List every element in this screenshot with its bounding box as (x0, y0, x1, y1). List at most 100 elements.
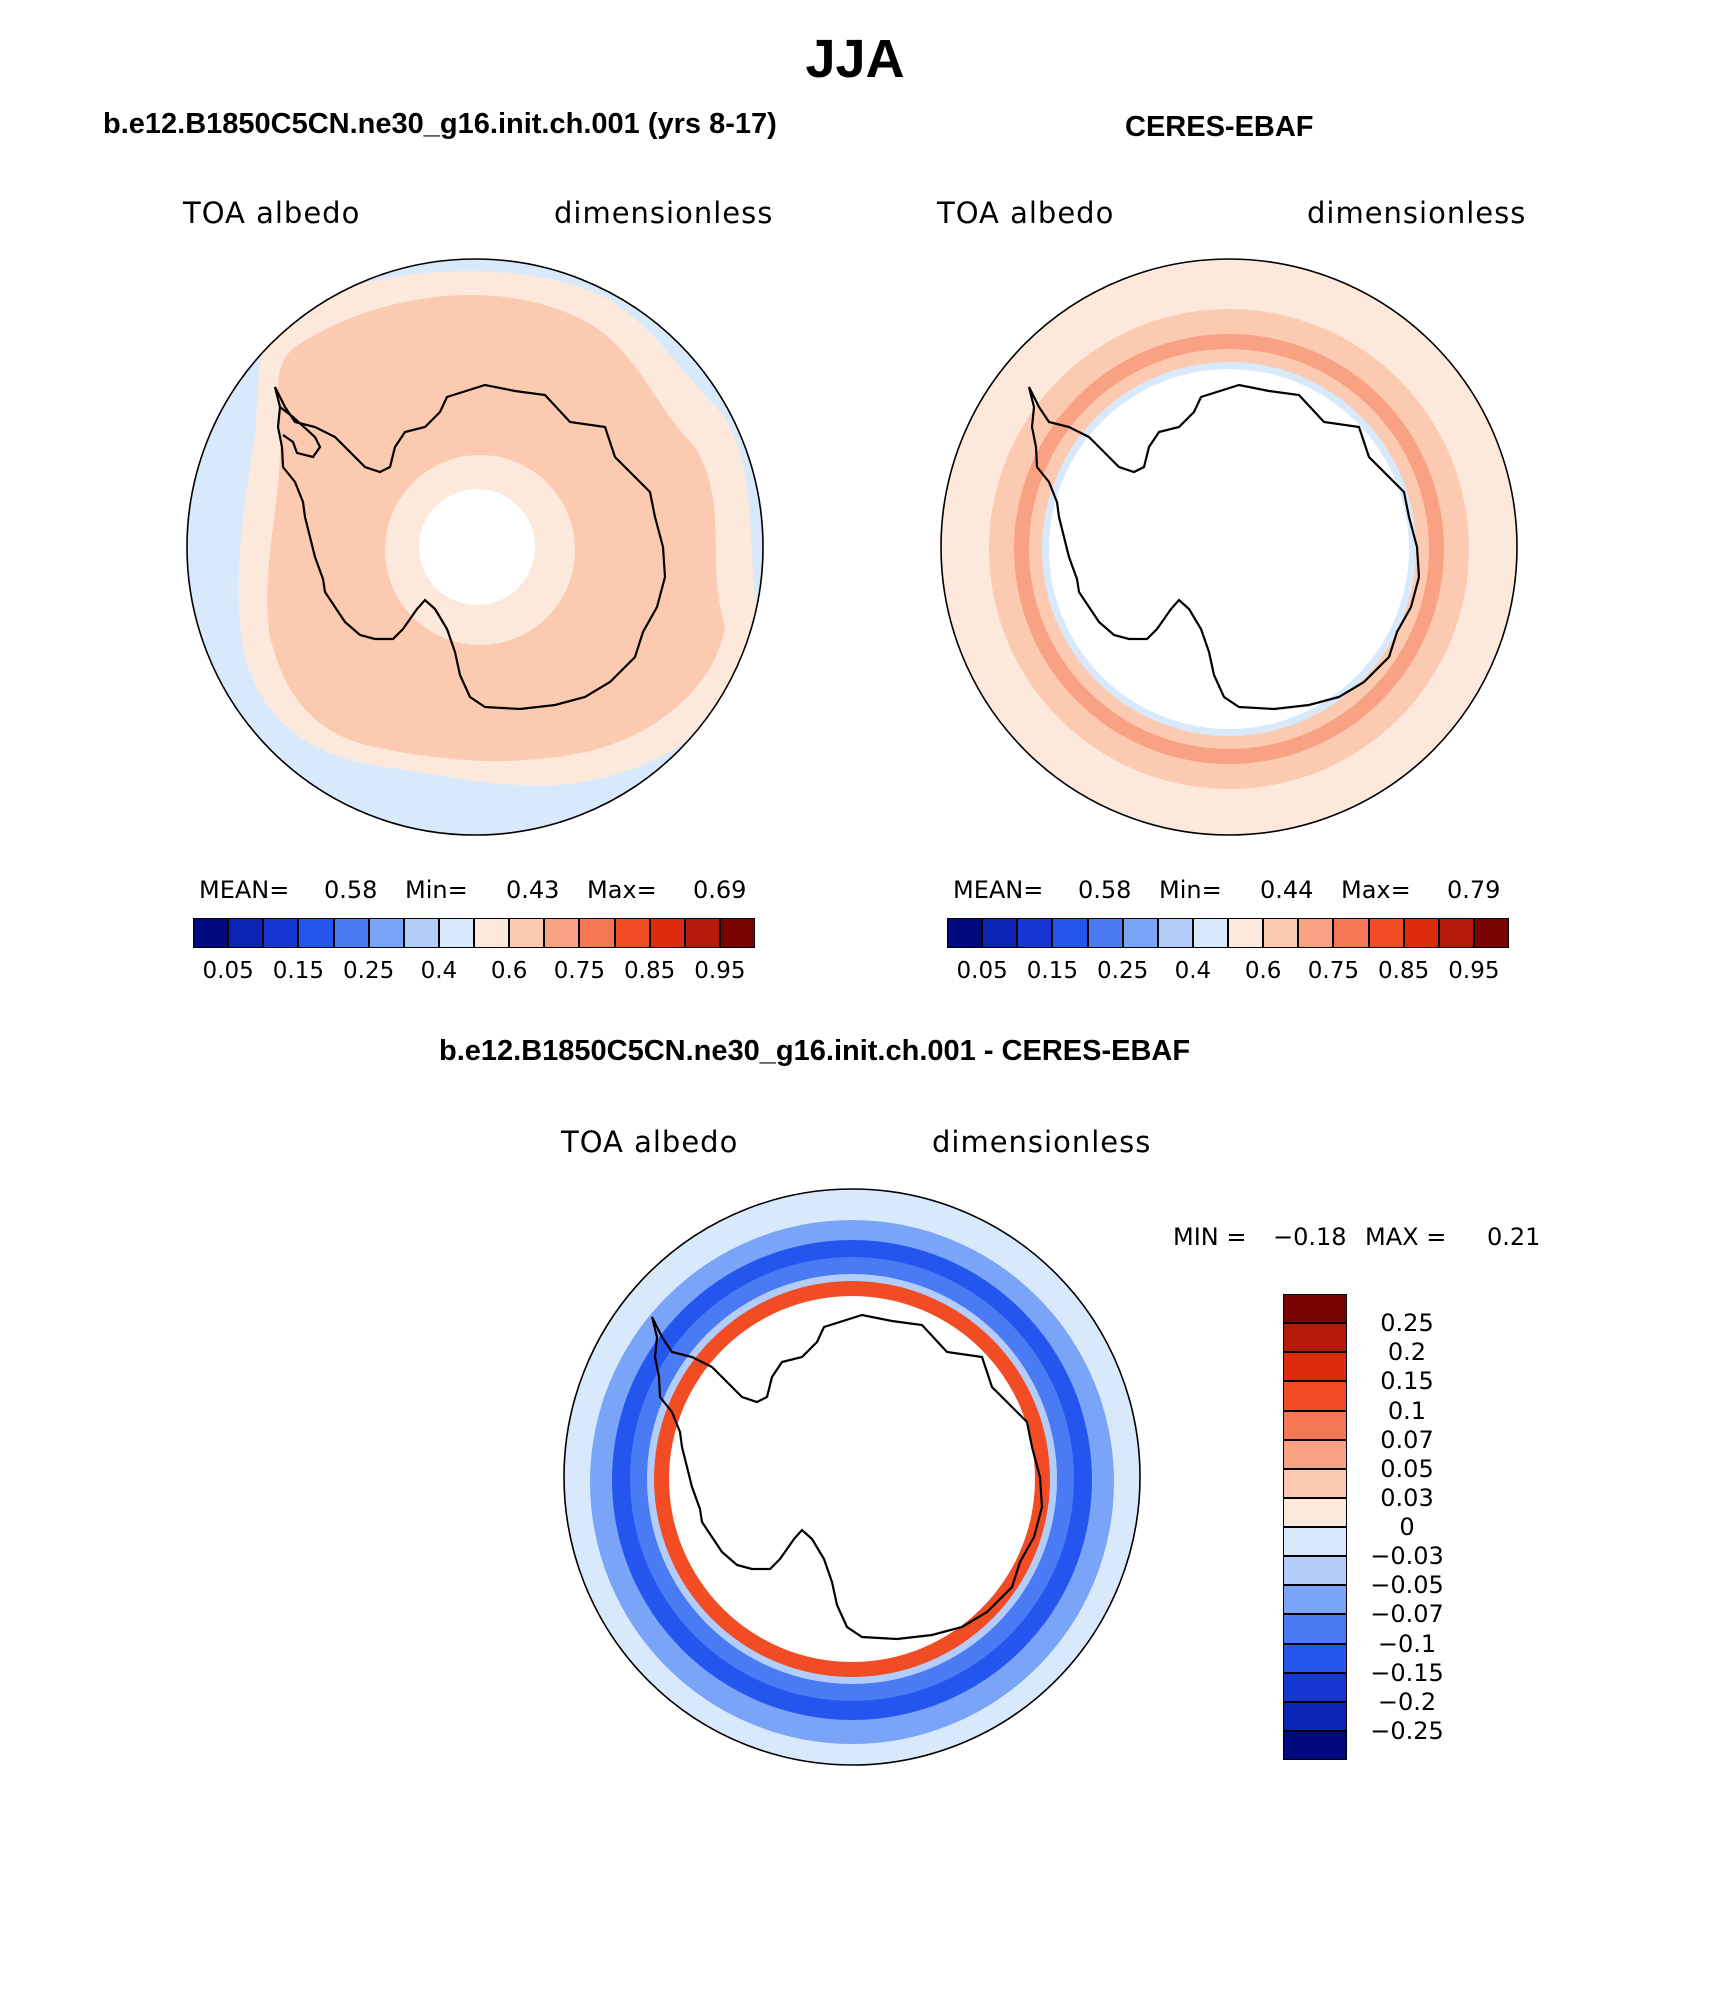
colorbar-model-swatch (193, 918, 229, 948)
colorbar-diff-swatch (1283, 1468, 1347, 1498)
colorbar-model (193, 918, 755, 948)
colorbar-diff-swatch (1283, 1556, 1347, 1586)
colorbar-obs-swatch (1017, 918, 1053, 948)
colorbar-diff-tick-label: −0.25 (1370, 1716, 1444, 1745)
panel-1-units: dimensionless (554, 196, 774, 230)
colorbar-diff-swatch (1283, 1730, 1347, 1760)
colorbar-diff-tick-label: −0.2 (1377, 1687, 1437, 1716)
map-obs (940, 258, 1518, 836)
colorbar-diff-tick-label: 0 (1399, 1513, 1415, 1541)
map-diff-border (563, 1188, 1141, 1766)
colorbar-obs-swatch (982, 918, 1018, 948)
colorbar-model-tick-label: 0.05 (202, 958, 254, 984)
colorbar-model-swatch (403, 918, 439, 948)
colorbar-obs-tick-label: 0.85 (1378, 958, 1430, 984)
colorbar-model-swatch (263, 918, 299, 948)
colorbar-model-swatch (614, 918, 650, 948)
colorbar-diff-tick-label: 0.03 (1380, 1483, 1434, 1512)
panel-1-max-value: 0.69 (693, 876, 747, 904)
colorbar-diff (1283, 1294, 1347, 1760)
colorbar-obs-swatch (1228, 918, 1264, 948)
colorbar-model-swatch (228, 918, 264, 948)
colorbar-obs-tick-label: 0.95 (1448, 958, 1500, 984)
map-model (186, 258, 764, 836)
colorbar-obs-swatch (1263, 918, 1299, 948)
panel-1-mean-label: MEAN= (199, 876, 290, 904)
panel-3-min-value: −0.18 (1273, 1223, 1347, 1251)
colorbar-obs-tick-label: 0.6 (1244, 958, 1282, 984)
colorbar-obs-swatch (1473, 918, 1509, 948)
colorbar-model-swatch (333, 918, 369, 948)
colorbar-diff-tick-label: 0.15 (1380, 1367, 1434, 1396)
colorbar-diff-swatch (1283, 1323, 1347, 1353)
map-diff-coastline (650, 1313, 1044, 1641)
colorbar-diff-tick-label: −0.07 (1370, 1600, 1444, 1629)
colorbar-model-swatch (719, 918, 755, 948)
map-model-peninsula (279, 406, 322, 459)
colorbar-model-swatch (509, 918, 545, 948)
panel-3-min-label: MIN = (1173, 1223, 1247, 1251)
panel-3-title: b.e12.B1850C5CN.ne30_g16.init.ch.001 - C… (439, 1035, 1191, 1067)
panel-1-mean-value: 0.58 (324, 876, 378, 904)
colorbar-diff-swatch (1283, 1701, 1347, 1731)
colorbar-obs-swatch (1368, 918, 1404, 948)
colorbar-obs-swatch (1192, 918, 1228, 948)
panel-2-units: dimensionless (1307, 196, 1527, 230)
colorbar-diff-swatch (1283, 1527, 1347, 1557)
colorbar-diff-tick-label: −0.1 (1377, 1629, 1437, 1658)
map-obs-border (940, 258, 1518, 836)
colorbar-model-tick-label: 0.4 (420, 958, 458, 984)
map-model-border (186, 258, 764, 836)
colorbar-model-tick-label: 0.85 (624, 958, 676, 984)
map-model-pole-hole (419, 489, 535, 605)
panel-2-max-value: 0.79 (1447, 876, 1501, 904)
panel-2-min-value: 0.44 (1260, 876, 1314, 904)
colorbar-model-swatch (649, 918, 685, 948)
map-diff (563, 1188, 1141, 1766)
colorbar-model-tick-label: 0.6 (490, 958, 528, 984)
colorbar-diff-tick-label: −0.15 (1370, 1658, 1444, 1687)
colorbar-model-swatch (684, 918, 720, 948)
colorbar-obs-swatch (1403, 918, 1439, 948)
colorbar-model-swatch (438, 918, 474, 948)
panel-3-units: dimensionless (932, 1125, 1152, 1159)
colorbar-diff-tick-label: 0.05 (1380, 1454, 1434, 1483)
colorbar-model-swatch (579, 918, 615, 948)
colorbar-diff-ticks: 0.25 0.2 0.15 0.1 0.07 0.05 0.03 0 −0.03 −0.05 −0.… (1357, 1294, 1477, 1760)
colorbar-obs-swatch (1122, 918, 1158, 948)
colorbar-obs-swatch (1333, 918, 1369, 948)
panel-2-mean-label: MEAN= (953, 876, 1044, 904)
colorbar-model-swatch (298, 918, 334, 948)
colorbar-model-tick-label: 0.95 (694, 958, 746, 984)
panel-1-max-label: Max= (587, 876, 657, 904)
colorbar-model-tick-label: 0.25 (343, 958, 395, 984)
colorbar-obs-tick-label: 0.25 (1097, 958, 1149, 984)
colorbar-diff-swatch (1283, 1585, 1347, 1615)
figure-title: JJA (805, 29, 905, 89)
colorbar-diff-swatch (1283, 1643, 1347, 1673)
panel-3-max-label: MAX = (1365, 1223, 1447, 1251)
colorbar-model-ticks: 0.05 0.15 0.25 0.4 0.6 0.75 0.85 0.95 (193, 958, 755, 988)
colorbar-diff-tick-label: −0.05 (1370, 1571, 1444, 1600)
colorbar-obs-tick-label: 0.75 (1307, 958, 1359, 984)
colorbar-obs-ticks: 0.05 0.15 0.25 0.4 0.6 0.75 0.85 0.95 (947, 958, 1509, 988)
colorbar-diff-swatch (1283, 1672, 1347, 1702)
map-diff-interior (669, 1296, 1035, 1662)
colorbar-obs-tick-label: 0.15 (1026, 958, 1078, 984)
colorbar-diff-tick-label: −0.03 (1370, 1542, 1444, 1571)
colorbar-obs-swatch (1438, 918, 1474, 948)
colorbar-obs-tick-label: 0.05 (956, 958, 1008, 984)
panel-2-max-label: Max= (1341, 876, 1411, 904)
colorbar-diff-swatch (1283, 1410, 1347, 1440)
colorbar-obs-swatch (1157, 918, 1193, 948)
colorbar-model-swatch (474, 918, 510, 948)
panel-3-variable: TOA albedo (561, 1125, 739, 1159)
panel-2-min-label: Min= (1159, 876, 1222, 904)
colorbar-diff-swatch (1283, 1352, 1347, 1382)
panel-1-title: b.e12.B1850C5CN.ne30_g16.init.ch.001 (yr… (103, 108, 777, 140)
colorbar-diff-swatch (1283, 1294, 1347, 1324)
panel-3-max-value: 0.21 (1487, 1223, 1541, 1251)
colorbar-obs-swatch (1052, 918, 1088, 948)
colorbar-diff-swatch (1283, 1497, 1347, 1527)
colorbar-obs-tick-label: 0.4 (1174, 958, 1212, 984)
